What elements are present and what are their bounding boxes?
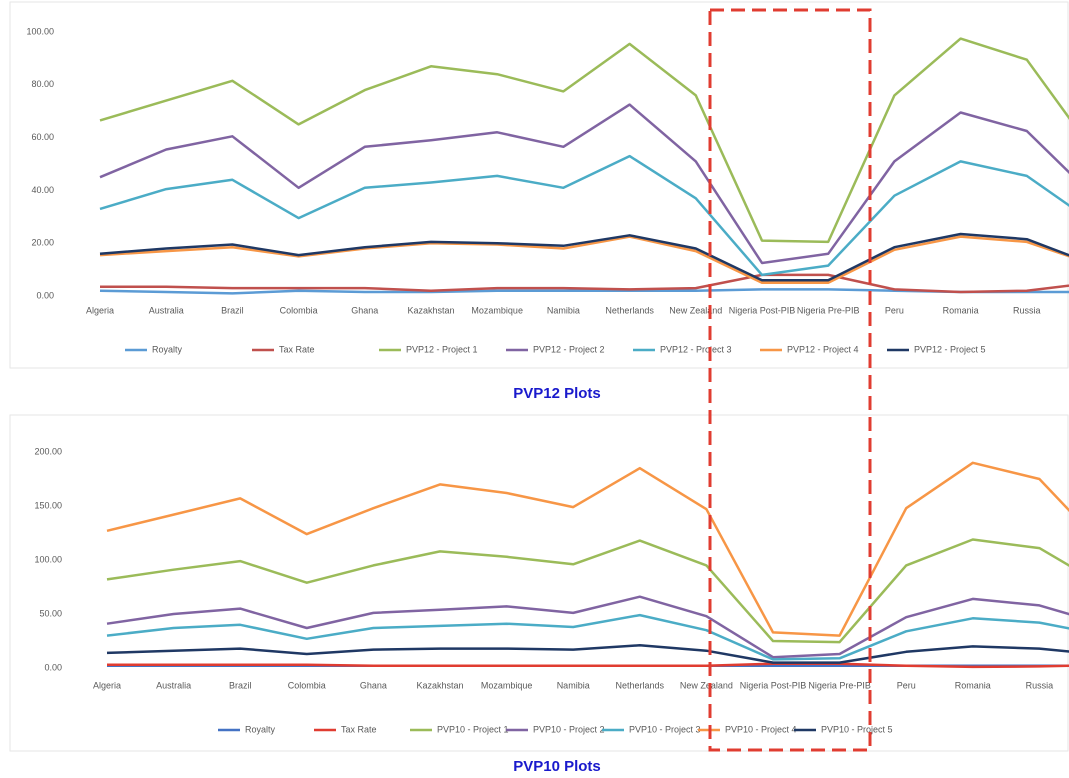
x-tick-label: Brazil [229,680,252,690]
series-line [99,154,1069,277]
x-tick-label: Romania [943,305,979,315]
chart-frame [9,1,1069,369]
legend-label: Royalty [152,344,183,354]
x-tick-label: Brazil [221,305,244,315]
legend-label: PVP10 - Project 5 [821,724,893,734]
series-line [99,103,1069,265]
legend-label: PVP10 - Project 1 [437,724,509,734]
series-line [99,37,1069,244]
y-tick-label: 50.00 [39,608,62,618]
x-tick-label: Namibia [547,305,580,315]
series-line [100,273,1069,294]
x-tick-label: Mozambique [481,680,533,690]
chart-title: PVP12 Plots [513,385,601,402]
x-tick-label: Kazakhstan [416,680,463,690]
x-tick-label: Mozambique [471,305,523,315]
x-tick-label: Peru [885,305,904,315]
y-tick-label: 100.00 [26,26,54,36]
x-tick-label: Russia [1026,680,1054,690]
series-line [99,235,1069,285]
x-tick-label: Algeria [86,305,114,315]
legend-label: PVP10 - Project 3 [629,724,701,734]
y-tick-label: 0.00 [44,662,62,672]
y-tick-label: 0.00 [36,290,54,300]
x-tick-label: Colombia [280,305,318,315]
legend-label: PVP12 - Project 3 [660,344,732,354]
series-line [106,538,1069,644]
x-tick-label: Nigeria Pre-PIB [808,680,871,690]
y-tick-label: 150.00 [34,500,62,510]
legend-label: Tax Rate [279,344,315,354]
highlight-box [708,8,872,752]
legend-label: Royalty [245,724,276,734]
x-tick-label: Russia [1013,305,1041,315]
x-tick-label: Namibia [557,680,590,690]
y-tick-label: 20.00 [31,238,54,248]
x-tick-label: Romania [955,680,991,690]
y-tick-label: 100.00 [34,554,62,564]
y-tick-label: 80.00 [31,79,54,89]
series-line [106,595,1069,659]
x-tick-label: Nigeria Post-PIB [740,680,807,690]
x-tick-label: Peru [897,680,916,690]
x-tick-label: Netherlands [616,680,665,690]
x-tick-label: New Zealand [669,305,722,315]
legend-label: PVP12 - Project 5 [914,344,986,354]
y-tick-label: 60.00 [31,132,54,142]
legend-label: PVP10 - Project 2 [533,724,605,734]
x-tick-label: Ghana [351,305,378,315]
x-tick-label: Australia [156,680,191,690]
y-tick-label: 40.00 [31,185,54,195]
legend-label: Tax Rate [341,724,377,734]
legend-label: PVP12 - Project 4 [787,344,859,354]
x-tick-label: Nigeria Post-PIB [729,305,796,315]
y-tick-label: 200.00 [34,446,62,456]
series-line [99,232,1069,282]
x-tick-label: Australia [149,305,184,315]
x-tick-label: Netherlands [605,305,654,315]
chart-frame [9,414,1069,752]
legend-label: PVP12 - Project 2 [533,344,605,354]
x-tick-label: Kazakhstan [407,305,454,315]
series-line [106,644,1069,664]
series-line [106,613,1069,661]
x-tick-label: Algeria [93,680,121,690]
x-tick-label: Nigeria Pre-PIB [797,305,860,315]
series-line [106,461,1069,637]
x-tick-label: Ghana [360,680,387,690]
chart-title: PVP10 Plots [513,758,601,775]
series-line [107,662,1069,669]
x-tick-label: Colombia [288,680,326,690]
legend-label: PVP12 - Project 1 [406,344,478,354]
x-tick-label: New Zealand [680,680,733,690]
legend-label: PVP10 - Project 4 [725,724,797,734]
